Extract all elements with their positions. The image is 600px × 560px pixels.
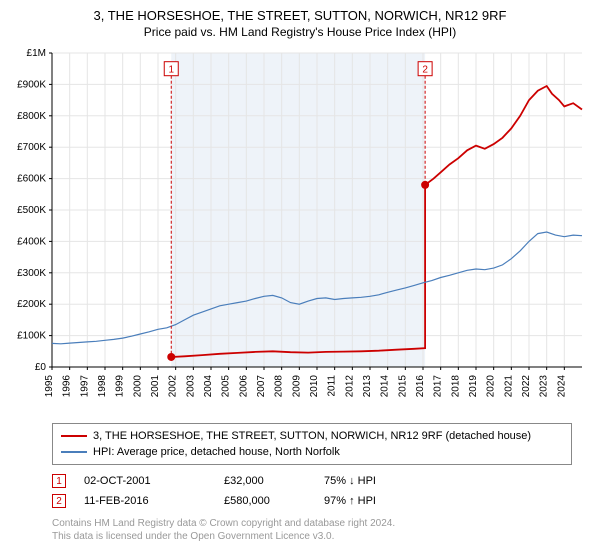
footer-line: Contains HM Land Registry data © Crown c…: [52, 517, 590, 530]
sale-marker-icon: 1: [52, 474, 66, 488]
svg-text:2014: 2014: [380, 375, 391, 398]
svg-text:1996: 1996: [62, 375, 73, 398]
chart-svg: £0 £100K £200K £300K £400K £500K £600K £700K £80…: [10, 47, 590, 417]
svg-text:£500K: £500K: [17, 205, 46, 216]
svg-text:£300K: £300K: [17, 268, 46, 279]
svg-text:2019: 2019: [468, 375, 479, 398]
svg-text:2021: 2021: [503, 375, 514, 398]
sale-date: 11-FEB-2016: [84, 495, 224, 507]
table-row: 2 11-FEB-2016 £580,000 97% ↑ HPI: [52, 491, 590, 511]
svg-text:£800K: £800K: [17, 111, 46, 122]
svg-text:2018: 2018: [450, 375, 461, 398]
svg-text:2017: 2017: [433, 375, 444, 398]
sale-marker-icon: 2: [52, 494, 66, 508]
sale-price: £32,000: [224, 475, 324, 487]
svg-text:2010: 2010: [309, 375, 320, 398]
legend-box: 3, THE HORSESHOE, THE STREET, SUTTON, NO…: [52, 423, 572, 465]
svg-text:2: 2: [422, 65, 428, 76]
sale-delta: 97% ↑ HPI: [324, 495, 444, 507]
svg-text:2008: 2008: [274, 375, 285, 398]
svg-text:1999: 1999: [115, 375, 126, 398]
svg-text:1997: 1997: [79, 375, 90, 398]
footer-attribution: Contains HM Land Registry data © Crown c…: [52, 517, 590, 543]
chart-title: 3, THE HORSESHOE, THE STREET, SUTTON, NO…: [10, 8, 590, 23]
svg-text:£900K: £900K: [17, 79, 46, 90]
svg-text:2009: 2009: [291, 375, 302, 398]
svg-text:2007: 2007: [256, 375, 267, 398]
svg-text:£1M: £1M: [27, 48, 46, 59]
svg-text:£600K: £600K: [17, 174, 46, 185]
svg-text:2024: 2024: [556, 375, 567, 398]
svg-text:£0: £0: [35, 362, 47, 373]
svg-text:2022: 2022: [521, 375, 532, 398]
svg-text:2004: 2004: [203, 375, 214, 398]
legend-swatch-icon: [61, 435, 87, 437]
chart-plot-area: £0 £100K £200K £300K £400K £500K £600K £700K £80…: [10, 47, 590, 417]
sales-table: 1 02-OCT-2001 £32,000 75% ↓ HPI 2 11-FEB…: [52, 471, 590, 511]
legend-swatch-icon: [61, 451, 87, 453]
svg-text:£400K: £400K: [17, 236, 46, 247]
svg-text:2002: 2002: [168, 375, 179, 398]
chart-container: 3, THE HORSESHOE, THE STREET, SUTTON, NO…: [0, 0, 600, 560]
svg-text:1998: 1998: [97, 375, 108, 398]
svg-text:2006: 2006: [238, 375, 249, 398]
sale-price: £580,000: [224, 495, 324, 507]
svg-text:1: 1: [168, 65, 174, 76]
svg-text:£200K: £200K: [17, 299, 46, 310]
svg-text:1995: 1995: [44, 375, 55, 398]
svg-text:2012: 2012: [344, 375, 355, 398]
chart-subtitle: Price paid vs. HM Land Registry's House …: [10, 25, 590, 39]
sale-date: 02-OCT-2001: [84, 475, 224, 487]
svg-text:£700K: £700K: [17, 142, 46, 153]
footer-line: This data is licensed under the Open Gov…: [52, 530, 590, 543]
svg-text:2011: 2011: [327, 375, 338, 397]
table-row: 1 02-OCT-2001 £32,000 75% ↓ HPI: [52, 471, 590, 491]
svg-text:2016: 2016: [415, 375, 426, 398]
legend-item: HPI: Average price, detached house, Nort…: [61, 444, 563, 460]
svg-text:2013: 2013: [362, 375, 373, 398]
svg-text:2005: 2005: [221, 375, 232, 398]
svg-text:2023: 2023: [539, 375, 550, 398]
legend-item: 3, THE HORSESHOE, THE STREET, SUTTON, NO…: [61, 428, 563, 444]
svg-text:2003: 2003: [185, 375, 196, 398]
legend-label: HPI: Average price, detached house, Nort…: [93, 444, 340, 460]
svg-text:2000: 2000: [132, 375, 143, 398]
svg-text:2015: 2015: [397, 375, 408, 398]
sale-delta: 75% ↓ HPI: [324, 475, 444, 487]
legend-label: 3, THE HORSESHOE, THE STREET, SUTTON, NO…: [93, 428, 531, 444]
svg-text:£100K: £100K: [17, 331, 46, 342]
svg-text:2001: 2001: [150, 375, 161, 398]
svg-text:2020: 2020: [486, 375, 497, 398]
